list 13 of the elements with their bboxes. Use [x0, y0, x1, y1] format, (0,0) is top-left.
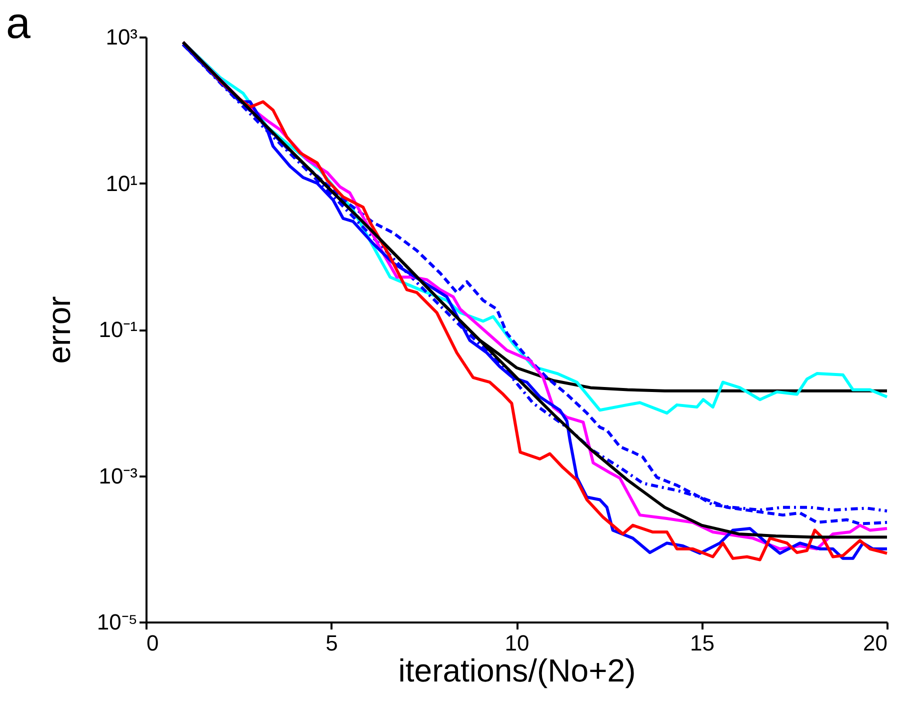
- x-axis-title: iterations/(No+2): [398, 652, 636, 688]
- y-tick-label: 10⁻¹: [98, 317, 138, 342]
- y-tick-label: 10⁻³: [98, 463, 138, 488]
- y-tick-label: 10⁻⁵: [96, 610, 138, 634]
- y-axis-title: error: [40, 296, 77, 364]
- x-tick-label: 5: [326, 630, 338, 656]
- y-tick-label: 10³: [106, 24, 138, 50]
- text: a: [6, 0, 31, 48]
- x-tick-label: 10: [504, 630, 530, 656]
- x-tick-label: 20: [863, 630, 888, 656]
- y-tick-label: 10¹: [106, 170, 138, 196]
- x-tick-label: 15: [690, 630, 714, 656]
- x-tick-label: 0: [146, 630, 159, 656]
